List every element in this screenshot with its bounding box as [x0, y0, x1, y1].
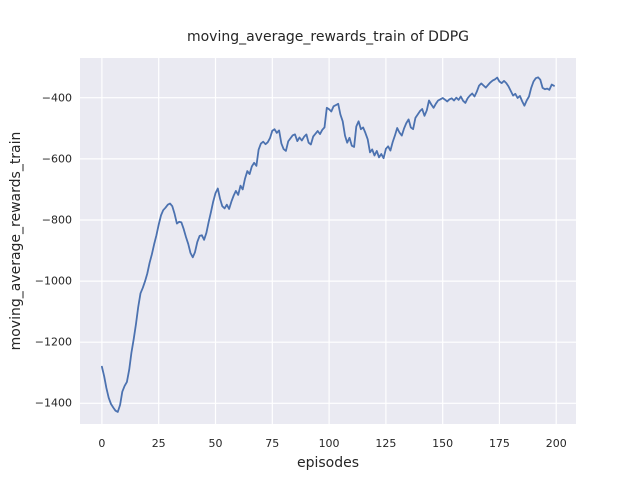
y-tick-label: −800	[41, 213, 72, 227]
chart-title: moving_average_rewards_train of DDPG	[186, 29, 470, 45]
series-line	[100, 76, 555, 413]
y-tick-label: −1200	[34, 335, 72, 349]
x-tick-label: 200	[545, 437, 567, 450]
y-tick-label: −1400	[34, 396, 72, 410]
x-axis-label: episodes	[296, 455, 360, 471]
chart-svg	[80, 58, 576, 424]
y-tick-label: −400	[41, 91, 72, 105]
y-tick-label: −1000	[34, 274, 72, 288]
plot-area	[80, 58, 576, 424]
y-axis-label: moving_average_rewards_train	[8, 131, 24, 351]
x-tick-label: 0	[98, 437, 106, 450]
x-tick-label: 25	[151, 437, 166, 450]
x-tick-label: 100	[318, 437, 340, 450]
x-tick-label: 150	[432, 437, 454, 450]
y-tick-label: −600	[41, 152, 72, 166]
x-tick-label: 75	[265, 437, 280, 450]
x-tick-label: 175	[488, 437, 510, 450]
x-tick-label: 125	[375, 437, 397, 450]
x-tick-label: 50	[208, 437, 223, 450]
